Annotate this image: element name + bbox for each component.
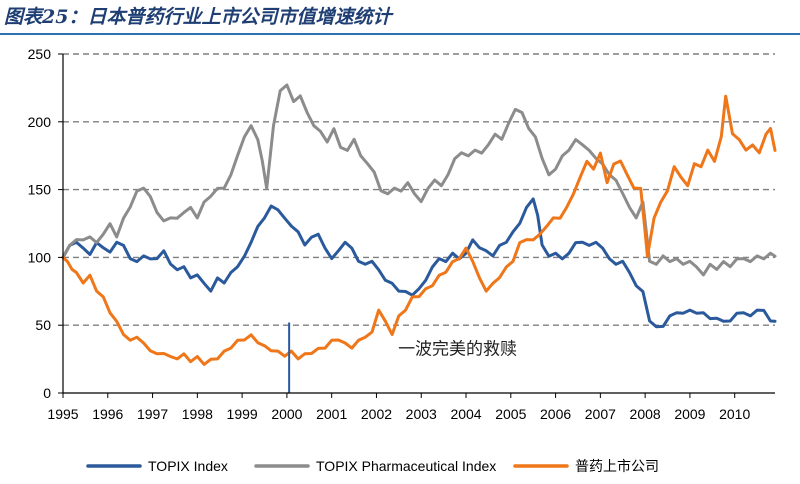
legend-label-2: TOPIX Pharmaceutical Index bbox=[316, 458, 496, 474]
legend-label-3: 普药上市公司 bbox=[575, 458, 659, 474]
page-title: 图表25：日本普药行业上市公司市值增速统计 bbox=[4, 6, 392, 28]
x-tick-label-2001: 2001 bbox=[316, 406, 347, 422]
y-tick-label-100: 100 bbox=[28, 249, 52, 265]
legend[interactable]: TOPIX Index TOPIX Pharmaceutical Index 普药上… bbox=[86, 458, 659, 474]
x-tick-label-2009: 2009 bbox=[674, 406, 705, 422]
x-tick-label-2002: 2002 bbox=[361, 406, 392, 422]
x-tick-label-2007: 2007 bbox=[585, 406, 616, 422]
y-tick-label-150: 150 bbox=[28, 182, 52, 198]
x-tick-label-2005: 2005 bbox=[495, 406, 526, 422]
title-divider bbox=[0, 33, 800, 35]
y-axis-tick-labels: 0 50 100 150 200 250 bbox=[28, 46, 52, 401]
y-tick-label-0: 0 bbox=[43, 385, 51, 401]
chart-series bbox=[61, 83, 777, 366]
series-line-2 bbox=[61, 83, 777, 277]
x-tick-label-2003: 2003 bbox=[406, 406, 437, 422]
x-tick-label-2008: 2008 bbox=[630, 406, 661, 422]
x-tick-label-2000: 2000 bbox=[271, 406, 302, 422]
x-tick-label-1995: 1995 bbox=[47, 406, 78, 422]
x-tick-label-2010: 2010 bbox=[719, 406, 750, 422]
series-line-1 bbox=[61, 197, 777, 329]
y-tick-label-200: 200 bbox=[28, 114, 52, 130]
x-tick-label-1997: 1997 bbox=[137, 406, 168, 422]
x-tick-label-2004: 2004 bbox=[450, 406, 481, 422]
y-tick-label-250: 250 bbox=[28, 46, 52, 62]
legend-label-1: TOPIX Index bbox=[148, 458, 228, 474]
chart-axes bbox=[58, 53, 775, 398]
legend-item-2[interactable]: TOPIX Pharmaceutical Index bbox=[254, 458, 496, 474]
x-axis-tick-labels: 1995 1996 1997 1998 1999 2000 2001 2002 2003 2004… bbox=[47, 406, 750, 422]
legend-item-3[interactable]: 普药上市公司 bbox=[513, 458, 659, 474]
legend-item-1[interactable]: TOPIX Index bbox=[86, 458, 228, 474]
y-tick-label-50: 50 bbox=[35, 317, 51, 333]
annotation-text: 一波完美的救赎 bbox=[398, 339, 517, 359]
x-tick-label-1999: 1999 bbox=[227, 406, 258, 422]
series-line-3 bbox=[61, 94, 777, 366]
x-tick-label-1998: 1998 bbox=[182, 406, 213, 422]
x-tick-label-2006: 2006 bbox=[540, 406, 571, 422]
x-tick-label-1996: 1996 bbox=[92, 406, 123, 422]
